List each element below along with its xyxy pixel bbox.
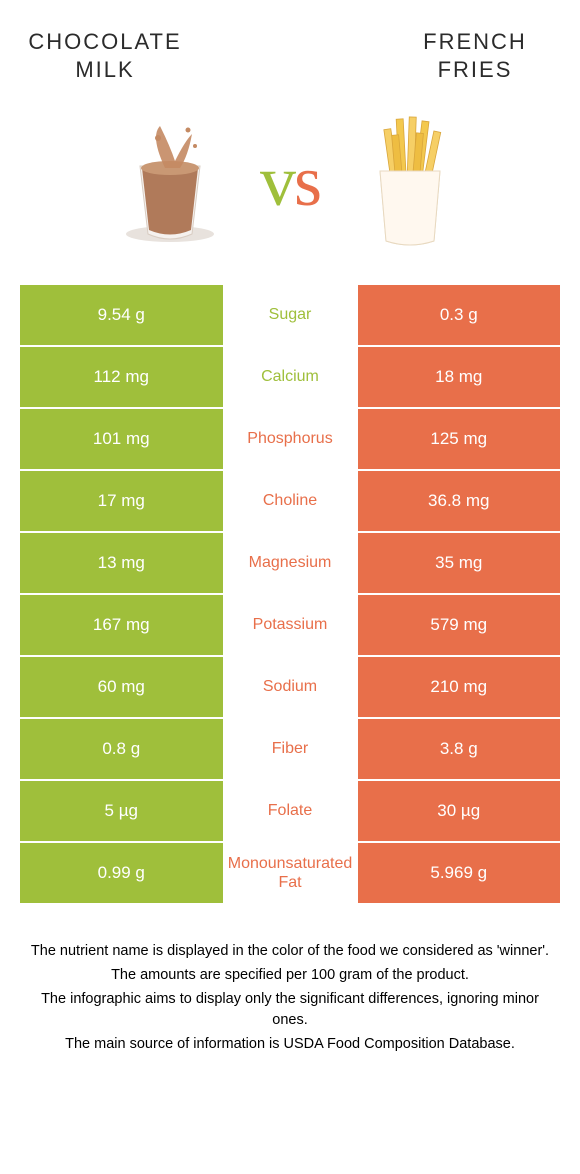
nutrient-name-cell: Sugar	[223, 285, 358, 345]
left-value-cell: 112 mg	[20, 347, 223, 407]
right-value-cell: 18 mg	[358, 347, 561, 407]
french-fries-icon	[340, 111, 480, 251]
nutrient-name-cell: Fiber	[223, 719, 358, 779]
right-value-cell: 30 µg	[358, 781, 561, 841]
nutrient-name-cell: Choline	[223, 471, 358, 531]
infographic-container: CHOCOLATE MILK FRENCH FRIES vs	[0, 0, 580, 1056]
nutrient-name-cell: Sodium	[223, 657, 358, 717]
table-row: 112 mgCalcium18 mg	[20, 347, 560, 409]
left-value-cell: 17 mg	[20, 471, 223, 531]
table-row: 13 mgMagnesium35 mg	[20, 533, 560, 595]
footnote-line: The infographic aims to display only the…	[30, 989, 550, 1033]
table-row: 101 mgPhosphorus125 mg	[20, 409, 560, 471]
left-value-cell: 5 µg	[20, 781, 223, 841]
footnote-line: The amounts are specified per 100 gram o…	[30, 965, 550, 987]
nutrient-name-cell: Phosphorus	[223, 409, 358, 469]
right-value-cell: 210 mg	[358, 657, 561, 717]
right-value-cell: 35 mg	[358, 533, 561, 593]
right-value-cell: 125 mg	[358, 409, 561, 469]
right-value-cell: 0.3 g	[358, 285, 561, 345]
nutrient-name-cell: Potassium	[223, 595, 358, 655]
nutrient-name-cell: Monounsaturated Fat	[223, 843, 358, 903]
left-value-cell: 9.54 g	[20, 285, 223, 345]
table-row: 0.99 gMonounsaturated Fat5.969 g	[20, 843, 560, 905]
left-value-cell: 101 mg	[20, 409, 223, 469]
right-food-title: FRENCH FRIES	[390, 28, 560, 83]
right-value-cell: 36.8 mg	[358, 471, 561, 531]
right-value-cell: 579 mg	[358, 595, 561, 655]
header-row: CHOCOLATE MILK FRENCH FRIES	[0, 0, 580, 83]
table-row: 17 mgCholine36.8 mg	[20, 471, 560, 533]
footnotes: The nutrient name is displayed in the co…	[30, 941, 550, 1056]
table-row: 9.54 gSugar0.3 g	[20, 285, 560, 347]
right-value-cell: 3.8 g	[358, 719, 561, 779]
vs-s: s	[294, 141, 320, 221]
chocolate-milk-icon	[100, 111, 240, 251]
nutrient-name-cell: Calcium	[223, 347, 358, 407]
left-value-cell: 167 mg	[20, 595, 223, 655]
left-value-cell: 60 mg	[20, 657, 223, 717]
comparison-table: 9.54 gSugar0.3 g112 mgCalcium18 mg101 mg…	[20, 285, 560, 905]
header-left: CHOCOLATE MILK	[0, 28, 290, 83]
footnote-line: The main source of information is USDA F…	[30, 1034, 550, 1056]
right-value-cell: 5.969 g	[358, 843, 561, 903]
left-food-title: CHOCOLATE MILK	[20, 28, 190, 83]
nutrient-name-cell: Folate	[223, 781, 358, 841]
table-row: 60 mgSodium210 mg	[20, 657, 560, 719]
left-value-cell: 0.8 g	[20, 719, 223, 779]
nutrient-name-cell: Magnesium	[223, 533, 358, 593]
vs-label: vs	[260, 145, 320, 217]
images-row: vs	[0, 101, 580, 261]
header-right: FRENCH FRIES	[290, 28, 580, 83]
vs-v: v	[260, 141, 294, 221]
footnote-line: The nutrient name is displayed in the co…	[30, 941, 550, 963]
left-value-cell: 0.99 g	[20, 843, 223, 903]
table-row: 5 µgFolate30 µg	[20, 781, 560, 843]
left-value-cell: 13 mg	[20, 533, 223, 593]
table-row: 0.8 gFiber3.8 g	[20, 719, 560, 781]
table-row: 167 mgPotassium579 mg	[20, 595, 560, 657]
